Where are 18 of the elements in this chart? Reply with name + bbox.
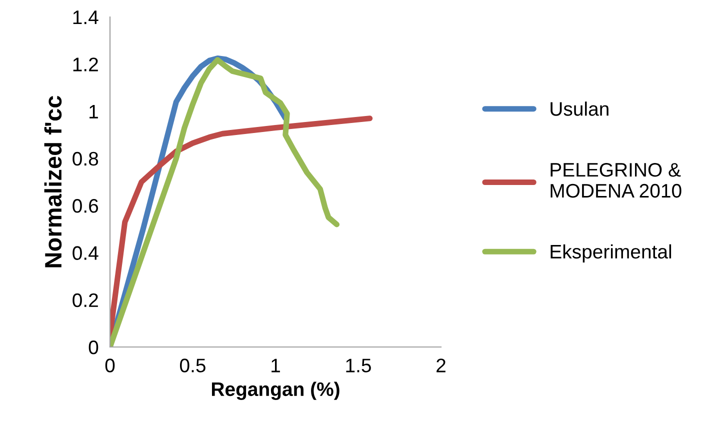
x-axis-title: Regangan (%) [212, 382, 340, 400]
legend-label: PELEGRINO & MODENA 2010 [550, 162, 682, 198]
y-tick-label: 0.8 [72, 152, 98, 166]
x-tick-label: 2 [436, 358, 446, 372]
y-tick-label: 0.2 [72, 293, 98, 308]
y-tick-label: 1 [90, 104, 98, 118]
legend-label: Eksperimental [550, 244, 672, 262]
y-tick-label: 0.6 [72, 199, 98, 213]
y-tick-label: 1.4 [73, 10, 98, 24]
x-tick-label: 1.5 [346, 358, 371, 372]
x-tick-label: 0.5 [180, 358, 206, 372]
legend-label: Usulan [550, 102, 608, 116]
y-tick-label: 1.2 [73, 58, 98, 72]
x-tick-label: 0 [105, 358, 115, 372]
x-tick-label: 1 [272, 358, 280, 372]
y-tick-label: 0 [88, 340, 98, 354]
y-axis-title: Normalized f'cc [44, 96, 62, 268]
y-tick-label: 0.4 [72, 246, 98, 260]
